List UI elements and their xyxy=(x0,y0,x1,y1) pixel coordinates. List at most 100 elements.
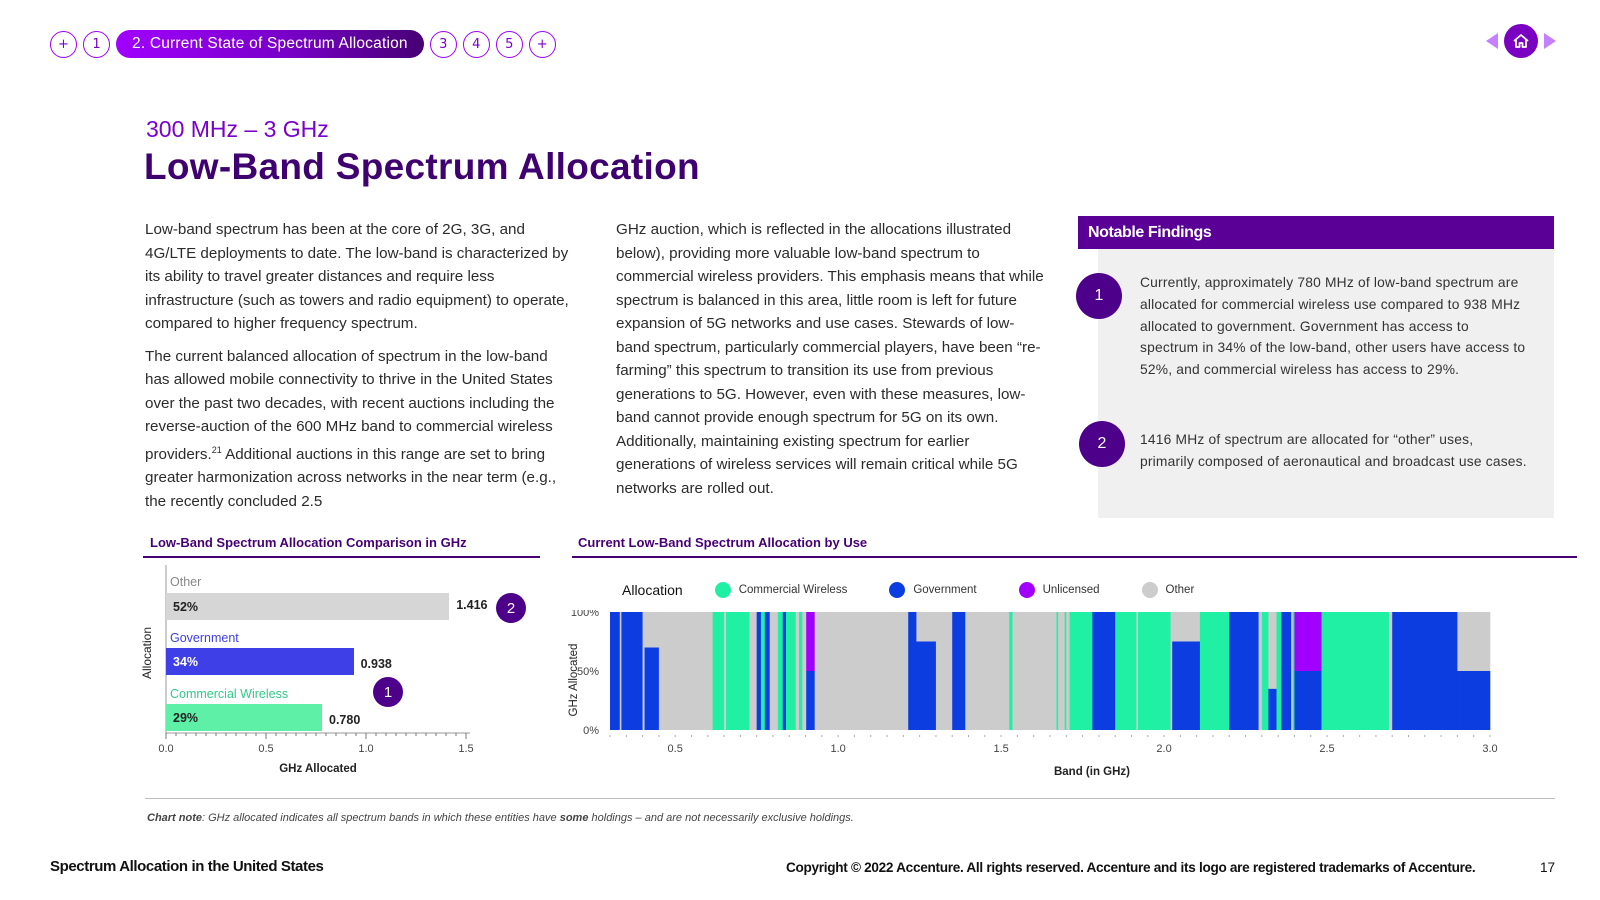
area-chart-bands xyxy=(610,612,1491,730)
legend-dot-government xyxy=(889,582,906,598)
band-segment-comm xyxy=(738,612,750,730)
band-segment-comm xyxy=(714,612,725,730)
bar-chart-ylabel: Allocation xyxy=(140,627,154,679)
page-number: 17 xyxy=(1540,860,1556,875)
band-segment-gov xyxy=(621,612,643,730)
band-segment-gov xyxy=(1092,612,1116,730)
band-segment-comm xyxy=(1292,612,1295,730)
nav-expand-button[interactable]: + xyxy=(50,30,77,58)
finding-2-text: 1416 MHz of spectrum are allocated for “… xyxy=(1140,432,1527,469)
band-segment-comm xyxy=(1199,612,1230,730)
band-segment-comm xyxy=(789,612,797,730)
paragraph-3: GHz auction, which is reflected in the a… xyxy=(616,221,1044,497)
band-segment-comm xyxy=(712,612,715,730)
band-segment-comm xyxy=(1115,612,1137,730)
band-segment-other xyxy=(1066,612,1070,730)
band-segment-comm xyxy=(1327,612,1390,730)
bar-chart-title: Low-Band Spectrum Allocation Comparison … xyxy=(150,535,467,550)
legend-title: Allocation xyxy=(622,582,683,598)
legend-commercial: Commercial Wireless xyxy=(714,582,847,598)
band-segment-other xyxy=(1291,612,1294,730)
band-segment-other xyxy=(658,612,713,730)
bar-value-other: 1.416 xyxy=(456,598,488,612)
band-segment-comm xyxy=(1263,612,1269,730)
bar-chart-tick-label: 1.0 xyxy=(358,743,373,755)
band-segment-other xyxy=(1136,612,1139,730)
legend-dot-commercial xyxy=(714,582,731,598)
band-segment-other xyxy=(1170,612,1173,730)
bar-label-commercial: Commercial Wireless xyxy=(170,687,289,701)
bar-pct-commercial: 29% xyxy=(173,711,199,725)
triangle-right-icon[interactable] xyxy=(1544,33,1556,49)
home-button[interactable] xyxy=(1504,24,1538,58)
band-segment-other xyxy=(916,612,937,642)
area-chart-legend: Allocation Commercial Wireless Governmen… xyxy=(622,582,1236,598)
legend-government: Government xyxy=(889,582,977,598)
nav-expand-end-button[interactable]: + xyxy=(528,30,556,58)
bar-chart-tick-label: 0.5 xyxy=(258,743,273,755)
band-segment-gov xyxy=(610,612,621,730)
band-segment-other xyxy=(1012,612,1057,730)
band-segment-unl xyxy=(806,612,815,671)
findings-heading: Notable Findings xyxy=(1078,216,1554,249)
triangle-left-icon[interactable] xyxy=(1486,33,1498,49)
band-segment-gov xyxy=(756,612,762,730)
band-segment-comm xyxy=(1138,612,1165,730)
nav-section-4[interactable]: 4 xyxy=(462,30,490,58)
page-nav xyxy=(1486,24,1556,58)
paragraph-2: The current balanced allocation of spect… xyxy=(145,347,557,510)
band-segment-gov xyxy=(1392,612,1458,730)
nav-section-2-active[interactable]: 2. Current State of Spectrum Allocation xyxy=(116,30,424,58)
nav-section-5[interactable]: 5 xyxy=(495,30,523,58)
area-chart-x-tick-label: 1.5 xyxy=(993,743,1008,755)
body-column-2: GHz auction, which is reflected in the a… xyxy=(616,218,1046,509)
bar-other xyxy=(166,593,450,620)
band-segment-other xyxy=(644,612,660,648)
band-segment-other xyxy=(1258,612,1263,730)
band-segment-gov xyxy=(764,612,771,730)
chart-note-rule xyxy=(145,798,1555,799)
finding-2-badge: 2 xyxy=(1079,421,1125,467)
band-segment-gov xyxy=(908,612,917,730)
findings-panel xyxy=(1098,249,1554,518)
band-segment-gov xyxy=(644,647,660,730)
band-segment-other xyxy=(769,612,779,730)
nav-section-3[interactable]: 3 xyxy=(429,30,457,58)
page-subtitle: 300 MHz – 3 GHz xyxy=(146,116,329,142)
band-segment-gov xyxy=(1229,612,1259,730)
band-segment-comm xyxy=(1276,612,1282,730)
area-chart-y-tick-label: 0% xyxy=(583,725,599,737)
legend-other: Other xyxy=(1141,582,1194,598)
bar-chart-ticks: 0.0 0.5 1.0 1.5 xyxy=(158,733,474,755)
band-segment-comm xyxy=(1056,612,1059,730)
body-column-1: Low-band spectrum has been at the core o… xyxy=(145,218,570,522)
chart-note: Chart note: GHz allocated indicates all … xyxy=(147,812,854,824)
band-segment-gov xyxy=(1294,671,1322,730)
bar-chart-tick-label: 1.5 xyxy=(458,743,473,755)
band-segment-other xyxy=(965,612,978,730)
page-title: Low-Band Spectrum Allocation xyxy=(144,146,700,187)
area-chart-title: Current Low-Band Spectrum Allocation by … xyxy=(578,535,868,550)
band-segment-other xyxy=(724,612,727,730)
band-segment-other xyxy=(814,612,909,730)
band-segment-gov xyxy=(952,612,966,730)
band-segment-comm xyxy=(1009,612,1013,730)
band-segment-other xyxy=(977,612,981,730)
nav-section-1[interactable]: 1 xyxy=(83,30,110,58)
bar-chart: 0.0 0.5 1.0 1.5 Allocation GHz Allocated xyxy=(140,565,474,775)
bar-commercial-wireless xyxy=(166,704,322,731)
band-segment-gov xyxy=(782,612,787,730)
band-segment-comm xyxy=(760,612,766,730)
band-segment-other xyxy=(1058,612,1065,730)
area-chart-x-tick-label: 1.0 xyxy=(830,743,845,755)
paragraph-1: Low-band spectrum has been at the core o… xyxy=(145,221,569,332)
home-icon xyxy=(1513,34,1529,48)
finding-1-text: Currently, approximately 780 MHz of low-… xyxy=(1140,275,1526,378)
band-segment-other xyxy=(619,612,622,730)
bar-label-other: Other xyxy=(170,575,202,589)
area-chart-xlabel: Band (in GHz) xyxy=(1054,766,1130,778)
band-segment-comm xyxy=(1164,612,1171,730)
bar-label-government: Government xyxy=(170,631,239,645)
finding-1-badge: 1 xyxy=(1076,273,1122,319)
legend-dot-other xyxy=(1141,582,1158,598)
